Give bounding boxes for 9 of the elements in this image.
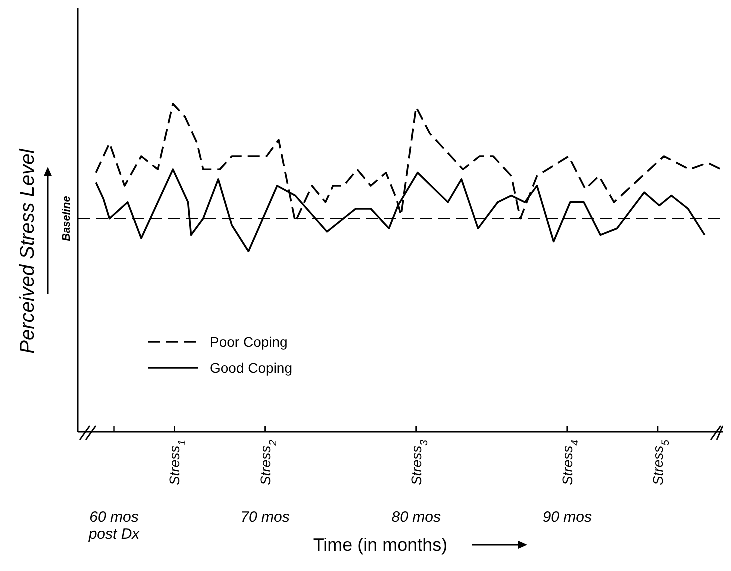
ref-line-label: Baseline	[61, 196, 73, 242]
x-tick-label: 60 mos post Dx	[88, 509, 140, 543]
x-tick-label: 90 mos	[542, 509, 592, 526]
legend-label: Good Coping	[210, 360, 293, 376]
x-axis-title: Time (in months)	[313, 535, 448, 555]
y-axis-title: Perceived Stress Level	[17, 148, 39, 354]
x-tick-label: 80 mos	[392, 509, 442, 526]
legend-label: Poor Coping	[210, 334, 288, 350]
x-tick-label: 70 mos	[240, 509, 290, 526]
